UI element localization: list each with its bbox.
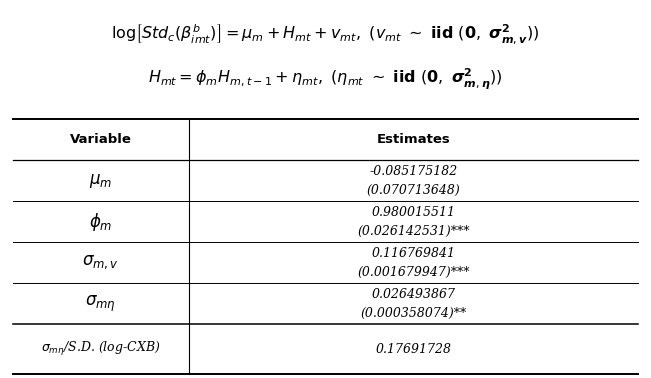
Text: Estimates: Estimates — [376, 133, 450, 146]
Text: $\sigma_{m\eta}$/S.D. (log-CXB): $\sigma_{m\eta}$/S.D. (log-CXB) — [41, 340, 161, 358]
Text: $H_{mt} = \phi_m H_{m,t-1} + \eta_{mt},\ (\eta_{mt}\ {\sim}\ \mathbf{iid}\ (\mat: $H_{mt} = \phi_m H_{m,t-1} + \eta_{mt},\… — [148, 67, 503, 92]
Text: 0.17691728: 0.17691728 — [376, 343, 451, 356]
Text: $\sigma_{m,v}$: $\sigma_{m,v}$ — [83, 254, 119, 271]
Text: 0.980015511
(0.026142531)***: 0.980015511 (0.026142531)*** — [357, 206, 469, 238]
Text: $\mathrm{log}\left[Std_c(\beta^b_{imt})\right] = \mu_m + H_{mt} + v_{mt},\ (v_{m: $\mathrm{log}\left[Std_c(\beta^b_{imt})\… — [111, 22, 540, 46]
Text: $\mu_m$: $\mu_m$ — [89, 172, 113, 190]
Text: Variable: Variable — [70, 133, 132, 146]
Text: $\phi_m$: $\phi_m$ — [89, 211, 113, 232]
Text: 0.116769841
(0.001679947)***: 0.116769841 (0.001679947)*** — [357, 246, 469, 279]
Text: -0.085175182
(0.070713648): -0.085175182 (0.070713648) — [367, 164, 460, 197]
Text: $\sigma_{m\eta}$: $\sigma_{m\eta}$ — [85, 293, 117, 314]
Text: 0.026493867
(0.000358074)**: 0.026493867 (0.000358074)** — [360, 288, 467, 319]
